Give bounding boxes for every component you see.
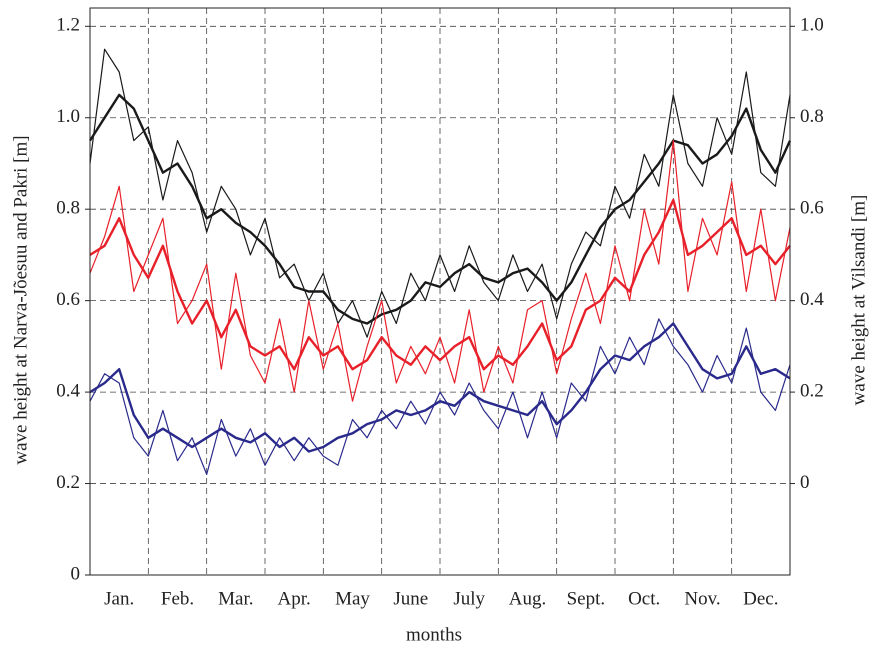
y2-axis-label: wave height at Vilsandi [m] — [848, 195, 869, 406]
y-tick-label: 0 — [71, 563, 81, 584]
y2-tick-label: 0.4 — [800, 289, 824, 310]
x-tick-label: Mar. — [218, 588, 253, 609]
x-tick-label: Dec. — [743, 588, 778, 609]
x-tick-label: Jan. — [104, 588, 134, 609]
y-tick-label: 0.2 — [56, 472, 80, 493]
y-tick-label: 1.2 — [56, 15, 80, 36]
x-tick-label: May — [335, 588, 370, 609]
series-line — [89, 318, 791, 475]
y2-tick-label: 0.8 — [800, 106, 824, 127]
y2-tick-label: 0.6 — [800, 198, 824, 219]
x-tick-label: Apr. — [278, 588, 311, 609]
x-tick-label: July — [453, 588, 485, 609]
y-axis-label: wave height at Narva-Jõesuu and Pakri [m… — [10, 135, 31, 464]
y-tick-label: 0.4 — [56, 380, 80, 401]
y-tick-label: 1.0 — [56, 106, 80, 127]
y-tick-label: 0.8 — [56, 198, 80, 219]
series-line — [89, 198, 791, 371]
x-tick-label: Feb. — [161, 588, 194, 609]
y2-tick-label: 0.2 — [800, 380, 824, 401]
x-axis-label: months — [406, 624, 462, 645]
series-line — [89, 48, 791, 338]
series-line — [89, 322, 791, 453]
x-tick-label: Sept. — [567, 588, 606, 609]
x-tick-label: Aug. — [509, 588, 546, 609]
y2-tick-label: 0 — [800, 472, 810, 493]
x-tick-label: June — [393, 588, 428, 609]
x-tick-label: Nov. — [684, 588, 720, 609]
y-tick-label: 0.6 — [56, 289, 80, 310]
y2-tick-label: 1.0 — [800, 15, 824, 36]
plot-frame — [89, 7, 791, 576]
x-tick-label: Oct. — [628, 588, 660, 609]
series-line — [89, 140, 791, 402]
